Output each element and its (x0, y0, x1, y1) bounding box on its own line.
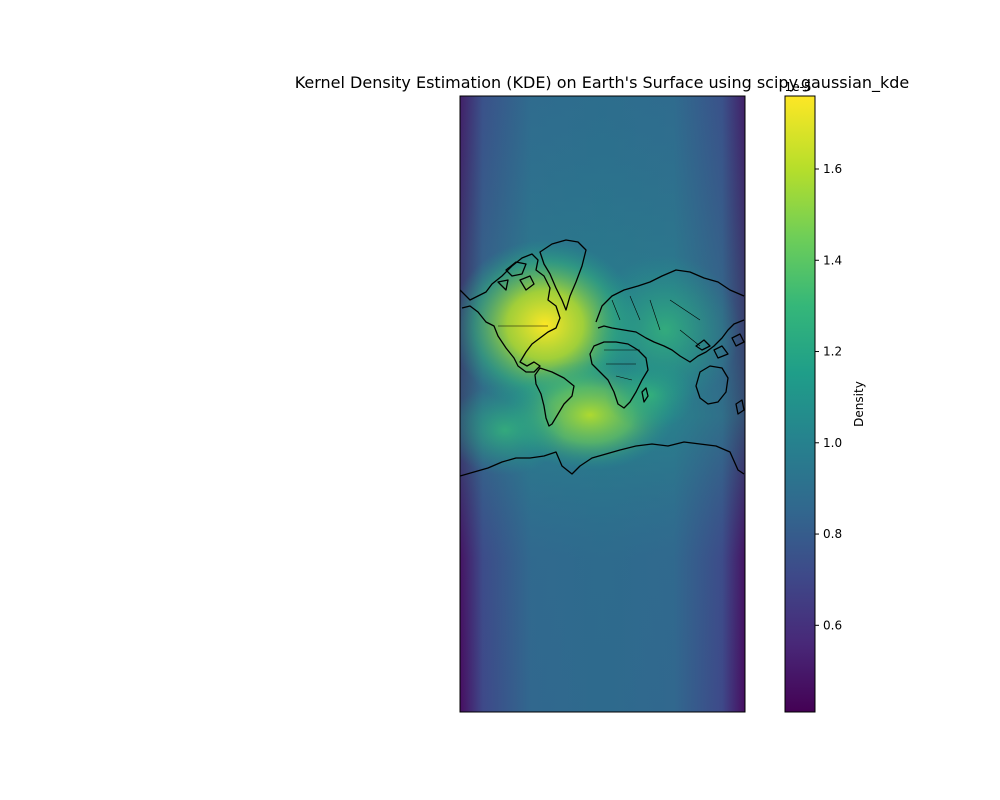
chart-title: Kernel Density Estimation (KDE) on Earth… (295, 73, 910, 93)
colorbar-tick-label: 1.6 (823, 162, 842, 176)
colorbar-tick-label: 0.6 (823, 618, 842, 632)
map-frame (459, 95, 746, 713)
colorbar-tick-label: 0.8 (823, 527, 842, 541)
colorbar-tick-label: 1.0 (823, 436, 842, 450)
colorbar-frame (784, 95, 816, 713)
density-region-indian-ocean (605, 360, 695, 430)
coastline-greenland (539, 239, 587, 311)
coastline-arctic-islands (497, 261, 535, 291)
colorbar-offset-text: 1e-5 (785, 80, 812, 94)
colorbar-tick-label: 1.2 (823, 345, 842, 359)
coastline-antarctica (460, 441, 745, 477)
country-borders (498, 295, 701, 381)
coastline-europe-asia (595, 269, 745, 363)
colorbar: 0.6 0.8 1.0 1.2 1.4 1.6 1e-5 Density (784, 80, 866, 713)
colorbar-tick-label: 1.4 (823, 253, 842, 267)
coastlines (460, 239, 745, 477)
map-panel (460, 96, 745, 712)
coastline-north-america (460, 253, 561, 373)
colorbar-label: Density (852, 381, 866, 427)
coastline-new-zealand (735, 399, 745, 415)
colorbar-ticks: 0.6 0.8 1.0 1.2 1.4 1.6 (815, 162, 842, 632)
coastline-australia (695, 365, 729, 405)
coastline-madagascar (641, 387, 649, 403)
coastline-south-america (534, 367, 575, 427)
colorbar-gradient (785, 96, 815, 712)
coastline-southeast-asia (695, 333, 745, 359)
coastline-africa (589, 341, 649, 409)
density-region-south-pacific (460, 385, 565, 475)
